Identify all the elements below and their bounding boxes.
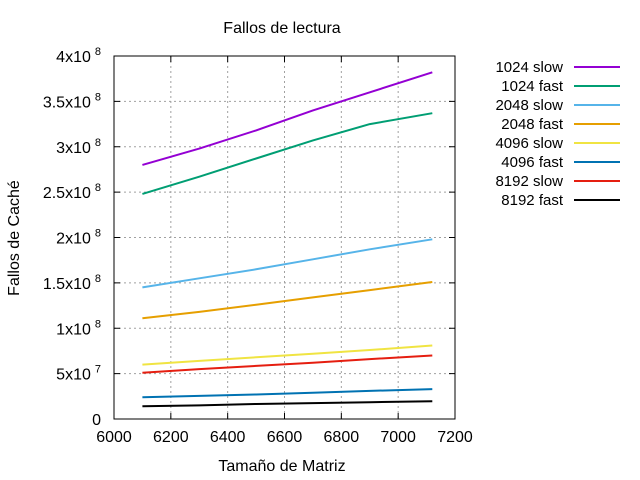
series-line-8192-slow (142, 354, 433, 374)
legend-label: 1024 slow (495, 59, 563, 76)
series-line-2048-slow (142, 238, 433, 289)
legend-label: 8192 fast (501, 192, 564, 209)
legend-label: 2048 slow (495, 97, 563, 114)
series-line-2048-fast (142, 281, 433, 320)
x-tick-label: 6600 (267, 429, 303, 446)
chart-title: Fallos de lectura (223, 20, 340, 37)
grid (114, 56, 455, 419)
series-line-8192-fast (142, 400, 433, 408)
x-tick-label: 6200 (153, 429, 189, 446)
y-tick-label: 2x10 8 (56, 228, 101, 248)
series-line-1024-slow (142, 71, 433, 166)
axis-ticks: 6000 6200 6400 6600 6800 7000 7200 0 5x10 7 1x10 8 1… (43, 46, 473, 446)
legend-label: 4096 fast (501, 154, 564, 171)
y-tick-label: 3.5x10 8 (43, 91, 101, 111)
series-line-4096-fast (142, 388, 433, 399)
legend-label: 2048 fast (501, 116, 564, 133)
y-axis-label: Fallos de Caché (6, 180, 23, 296)
x-tick-label: 6400 (210, 429, 246, 446)
x-tick-label: 6000 (96, 429, 132, 446)
legend-label: 1024 fast (501, 78, 564, 95)
series-lines (142, 71, 433, 408)
y-tick-label: 3x10 8 (56, 137, 101, 157)
x-tick-label: 7200 (437, 429, 473, 446)
y-tick-label: 2.5x10 8 (43, 182, 101, 202)
x-tick-label: 6800 (324, 429, 360, 446)
x-tick-label: 7000 (380, 429, 416, 446)
legend-label: 4096 slow (495, 135, 563, 152)
legend-label: 8192 slow (495, 173, 563, 190)
x-axis-label: Tamaño de Matriz (218, 458, 345, 475)
y-tick-label: 0 (92, 412, 101, 429)
y-tick-label: 1.5x10 8 (43, 273, 101, 293)
y-tick-label: 4x10 8 (56, 46, 101, 66)
y-tick-label: 5x10 7 (56, 364, 101, 384)
y-tick-label: 1x10 8 (56, 318, 101, 338)
series-line-4096-slow (142, 344, 433, 366)
legend: 1024 slow 1024 fast 2048 slow 2048 fast 4096… (495, 59, 620, 209)
series-line-1024-fast (142, 112, 433, 195)
